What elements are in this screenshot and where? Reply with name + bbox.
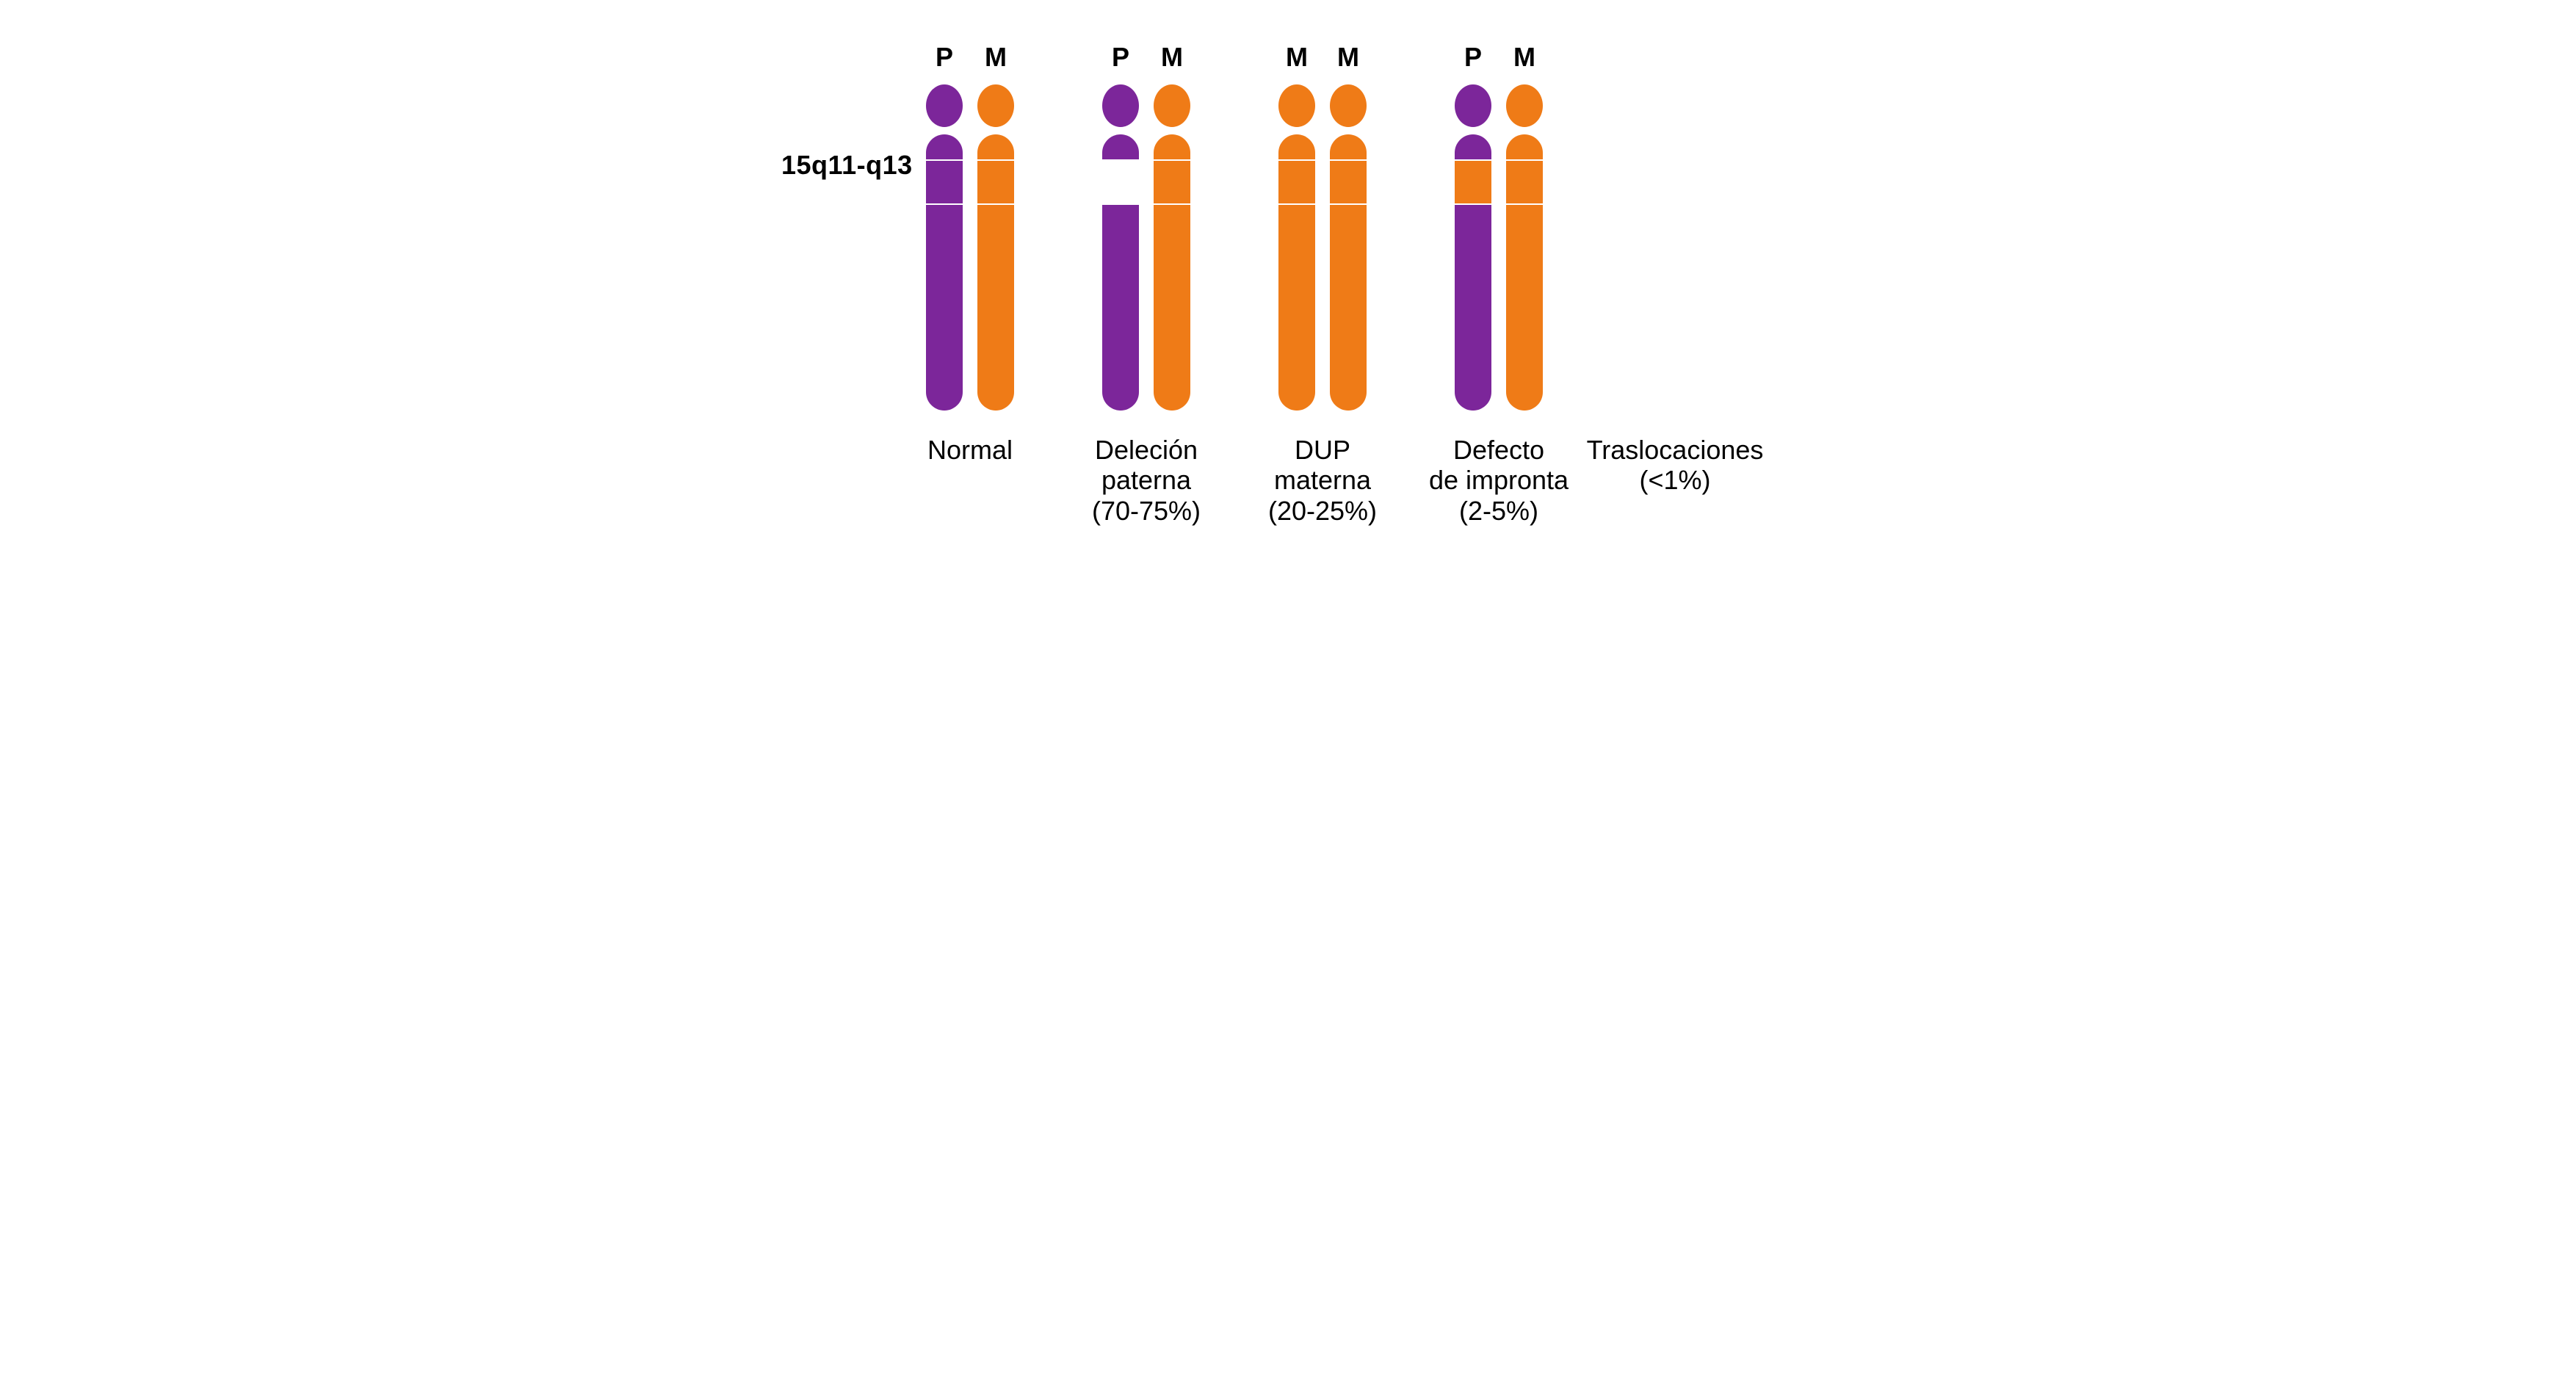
q-arm-lower — [1154, 205, 1190, 411]
group-caption: DUP materna (20-25%) — [1227, 435, 1418, 526]
p-arm — [1506, 84, 1543, 127]
p-arm — [1455, 84, 1491, 127]
chromosome-origin-label: M — [1161, 42, 1183, 73]
q-arm-lower — [1506, 205, 1543, 411]
q-arm-upper — [1102, 134, 1139, 159]
q-arm-upper — [1278, 134, 1315, 159]
chromosome — [1455, 84, 1491, 411]
q-arm-lower — [1278, 205, 1315, 411]
chromosome-origin-label: M — [1337, 42, 1359, 73]
region-band — [1506, 161, 1543, 203]
region-band — [1154, 161, 1190, 203]
chromosome — [1330, 84, 1367, 411]
q-arm-lower — [1330, 205, 1367, 411]
chromosome-origin-label: P — [936, 42, 953, 73]
chromosome — [1278, 84, 1315, 411]
group-caption: Defecto de impronta (2-5%) — [1403, 435, 1594, 526]
q-arm-upper — [1154, 134, 1190, 159]
group-caption: Traslocaciones (<1%) — [1580, 435, 1770, 496]
chromosome-origin-label: P — [1112, 42, 1129, 73]
chromosome-origin-label: M — [985, 42, 1007, 73]
q-arm-lower — [1102, 205, 1139, 411]
q-arm-upper — [977, 134, 1014, 159]
chromosome — [926, 84, 963, 411]
chromosome — [977, 84, 1014, 411]
diagram-stage: 15q11-q13PMNormalPMDeleción paterna (70-… — [737, 0, 1839, 598]
q-arm-lower — [977, 205, 1014, 411]
region-band — [977, 161, 1014, 203]
region-band — [1455, 161, 1491, 203]
q-arm-upper — [1455, 134, 1491, 159]
group-caption: Deleción paterna (70-75%) — [1051, 435, 1242, 526]
region-band — [926, 161, 963, 203]
chromosome-origin-label: M — [1286, 42, 1308, 73]
q-arm-upper — [1330, 134, 1367, 159]
region-band — [1278, 161, 1315, 203]
p-arm — [1102, 84, 1139, 127]
p-arm — [977, 84, 1014, 127]
chromosome-origin-label: M — [1513, 42, 1535, 73]
q-arm-lower — [1455, 205, 1491, 411]
q-arm-upper — [1506, 134, 1543, 159]
region-label: 15q11-q13 — [781, 150, 913, 181]
chromosome-origin-label: P — [1464, 42, 1482, 73]
p-arm — [926, 84, 963, 127]
q-arm-upper — [926, 134, 963, 159]
p-arm — [1330, 84, 1367, 127]
group-caption: Normal — [875, 435, 1066, 465]
region-band — [1102, 161, 1139, 203]
chromosome — [1154, 84, 1190, 411]
region-band — [1330, 161, 1367, 203]
chromosome — [1506, 84, 1543, 411]
chromosome — [1102, 84, 1139, 411]
p-arm — [1154, 84, 1190, 127]
q-arm-lower — [926, 205, 963, 411]
p-arm — [1278, 84, 1315, 127]
